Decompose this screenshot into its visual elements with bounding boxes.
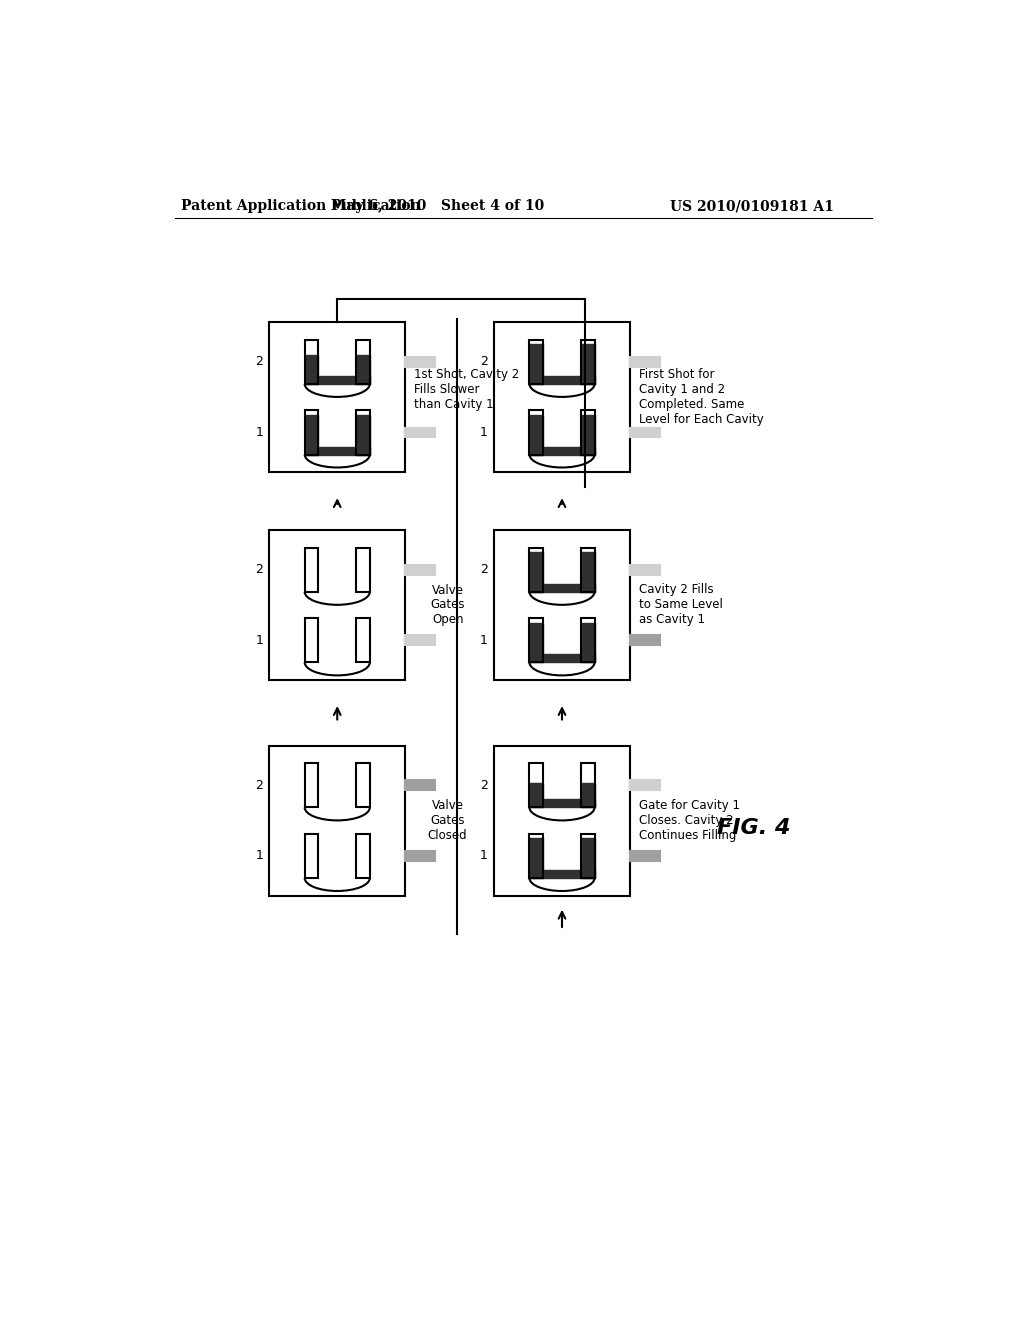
Bar <box>581 838 595 878</box>
Bar <box>305 411 318 454</box>
Bar <box>529 783 543 808</box>
Bar <box>581 345 595 384</box>
Bar <box>529 376 595 384</box>
Bar <box>406 635 435 645</box>
Bar <box>406 851 435 861</box>
Bar <box>529 800 595 808</box>
Bar <box>356 548 370 591</box>
Bar <box>495 529 630 680</box>
Text: First Shot for
Cavity 1 and 2
Completed. Same
Level for Each Cavity: First Shot for Cavity 1 and 2 Completed.… <box>639 368 764 426</box>
Bar <box>581 623 595 663</box>
Text: Cavity 2 Fills
to Same Level
as Cavity 1: Cavity 2 Fills to Same Level as Cavity 1 <box>639 583 723 627</box>
Text: FIG. 4: FIG. 4 <box>717 818 791 838</box>
Text: May 6, 2010   Sheet 4 of 10: May 6, 2010 Sheet 4 of 10 <box>332 199 545 213</box>
Bar <box>529 414 543 454</box>
Text: 1st Shot, Cavity 2
Fills Slower
than Cavity 1: 1st Shot, Cavity 2 Fills Slower than Cav… <box>415 368 519 411</box>
Bar <box>305 618 318 663</box>
Text: US 2010/0109181 A1: US 2010/0109181 A1 <box>671 199 835 213</box>
Bar <box>356 834 370 878</box>
Bar <box>305 339 318 384</box>
Bar <box>356 618 370 663</box>
Bar <box>581 783 595 808</box>
Bar <box>529 834 543 878</box>
Bar <box>630 851 659 861</box>
Bar <box>305 548 318 591</box>
Bar <box>495 322 630 473</box>
Bar <box>529 838 543 878</box>
Bar <box>630 780 659 791</box>
Text: 1: 1 <box>480 634 488 647</box>
Text: 1: 1 <box>480 426 488 438</box>
Bar <box>529 583 595 591</box>
Bar <box>406 428 435 437</box>
Text: Valve
Gates
Closed: Valve Gates Closed <box>428 799 468 842</box>
Bar <box>305 414 318 454</box>
Text: 1: 1 <box>255 849 263 862</box>
Bar <box>529 339 543 384</box>
Bar <box>529 763 543 808</box>
Text: 2: 2 <box>480 564 488 577</box>
Bar <box>529 411 543 454</box>
Text: 1: 1 <box>255 426 263 438</box>
Bar <box>529 552 543 591</box>
Bar <box>356 411 370 454</box>
Bar <box>356 355 370 384</box>
Text: 2: 2 <box>255 564 263 577</box>
Bar <box>581 339 595 384</box>
Bar <box>305 834 318 878</box>
Text: 2: 2 <box>480 355 488 368</box>
Bar <box>529 548 543 591</box>
Bar <box>305 446 370 454</box>
Bar <box>529 446 595 454</box>
Bar <box>495 746 630 896</box>
Text: Valve
Gates
Open: Valve Gates Open <box>430 583 465 627</box>
Bar <box>269 746 406 896</box>
Text: 2: 2 <box>480 779 488 792</box>
Bar <box>630 635 659 645</box>
Bar <box>581 618 595 663</box>
Bar <box>529 655 595 663</box>
Bar <box>269 322 406 473</box>
Bar <box>529 618 543 663</box>
Bar <box>529 345 543 384</box>
Text: 2: 2 <box>255 355 263 368</box>
Bar <box>581 552 595 591</box>
Bar <box>581 411 595 454</box>
Bar <box>269 529 406 680</box>
Bar <box>529 870 595 878</box>
Bar <box>630 565 659 574</box>
Text: Gate for Cavity 1
Closes. Cavity 2
Continues Filling: Gate for Cavity 1 Closes. Cavity 2 Conti… <box>639 799 740 842</box>
Bar <box>305 763 318 808</box>
Bar <box>305 376 370 384</box>
Bar <box>406 356 435 367</box>
Bar <box>406 565 435 574</box>
Bar <box>630 428 659 437</box>
Bar <box>356 414 370 454</box>
Bar <box>356 763 370 808</box>
Bar <box>581 414 595 454</box>
Bar <box>406 780 435 791</box>
Text: 1: 1 <box>480 849 488 862</box>
Bar <box>305 355 318 384</box>
Bar <box>581 834 595 878</box>
Bar <box>630 356 659 367</box>
Text: 2: 2 <box>255 779 263 792</box>
Bar <box>356 339 370 384</box>
Bar <box>581 548 595 591</box>
Text: Patent Application Publication: Patent Application Publication <box>180 199 420 213</box>
Text: 1: 1 <box>255 634 263 647</box>
Bar <box>581 763 595 808</box>
Bar <box>529 623 543 663</box>
